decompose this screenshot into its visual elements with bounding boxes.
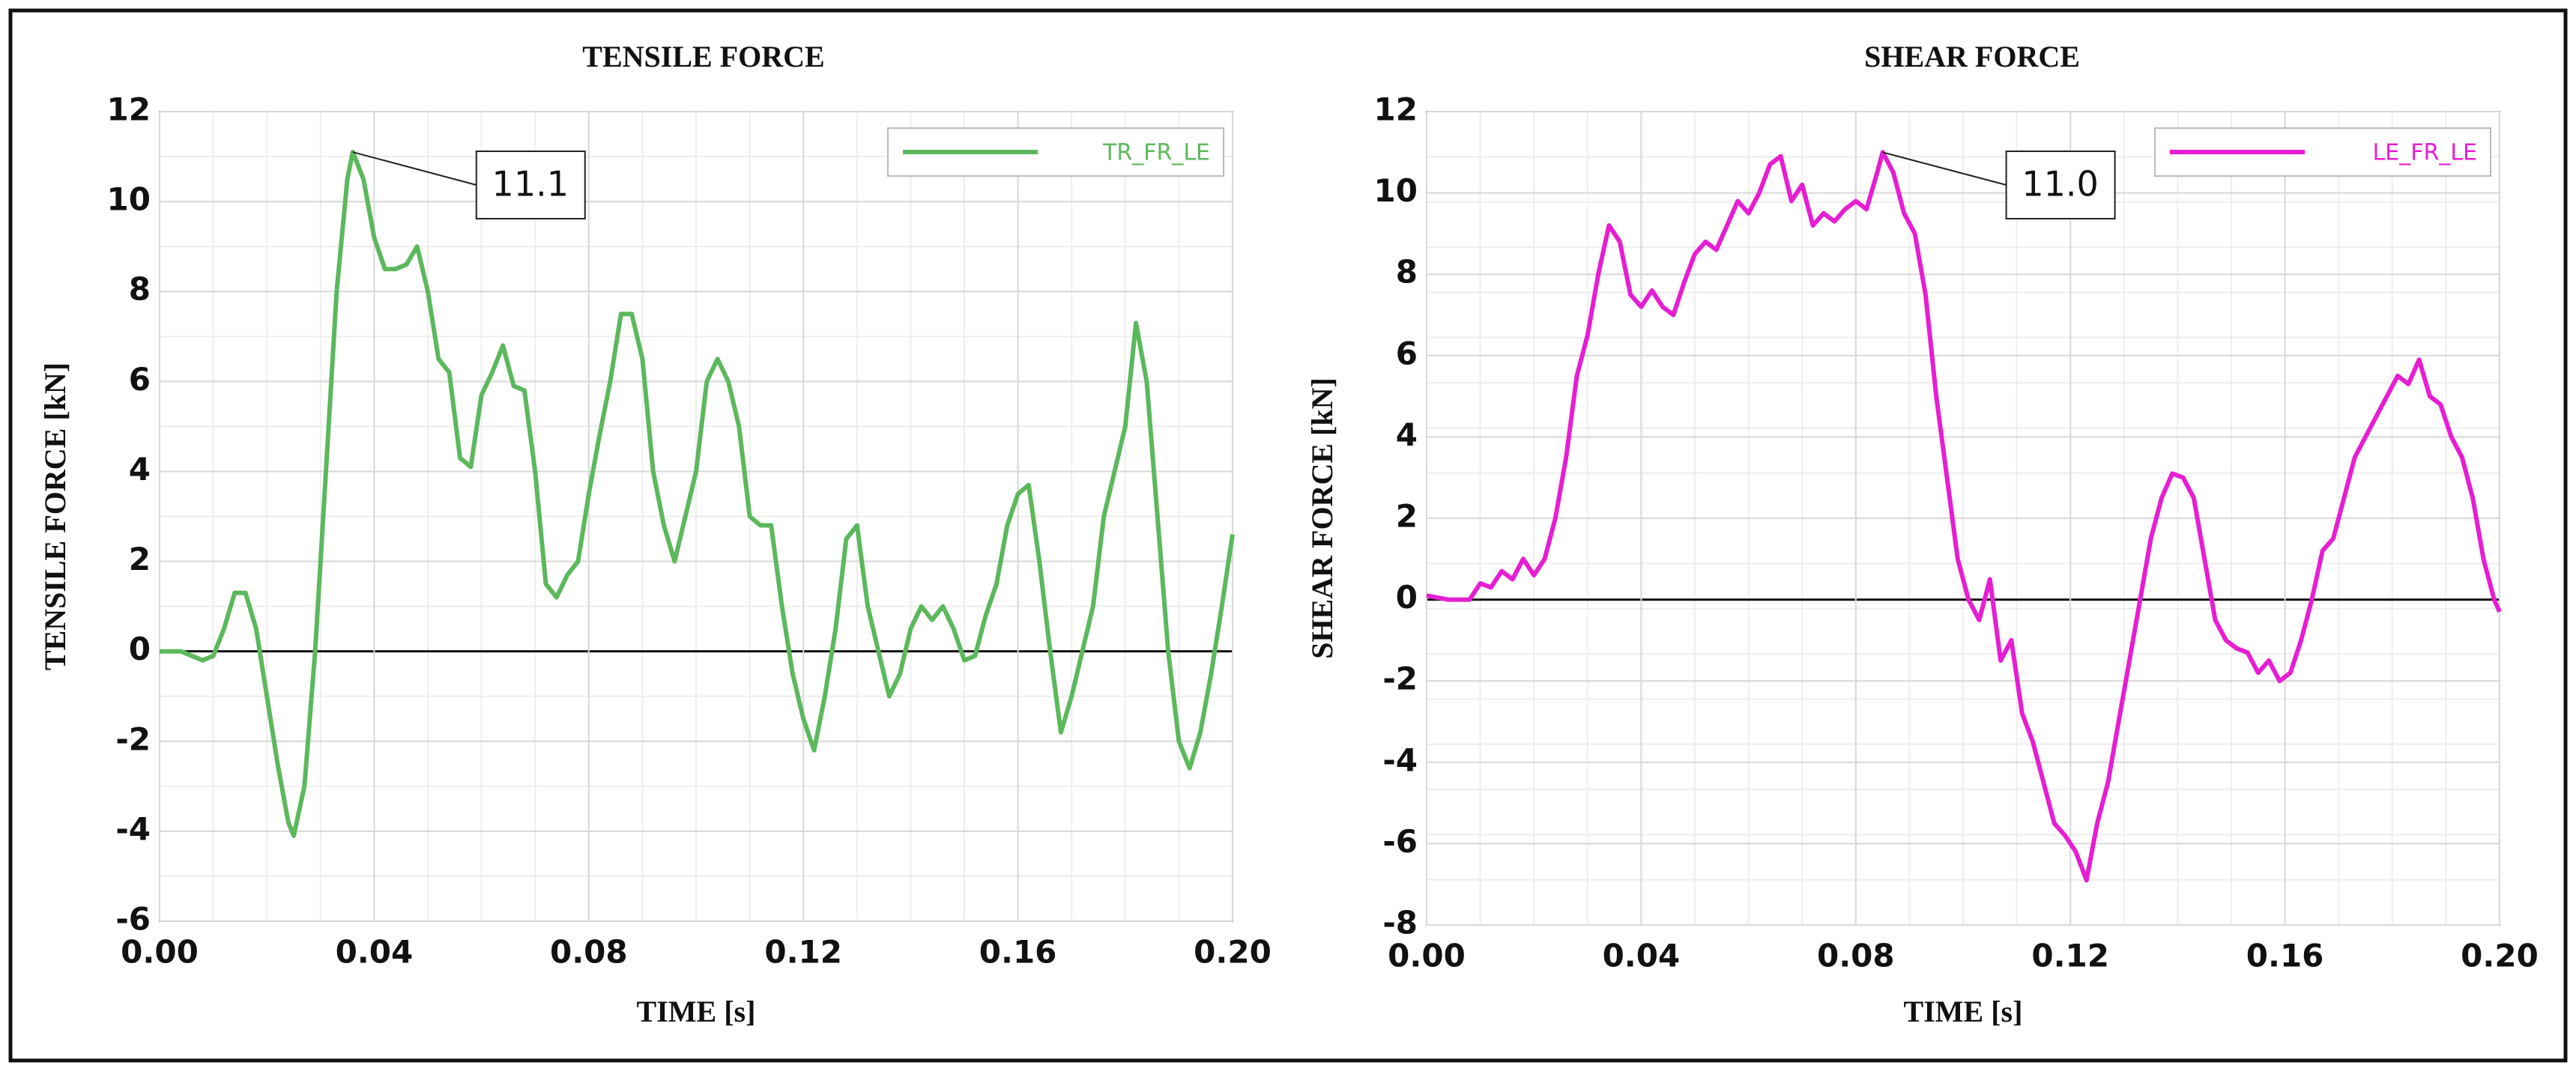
y-tick-label: 4	[1396, 416, 1418, 453]
chart-title: TENSILE FORCE	[582, 40, 824, 73]
y-tick-label: 6	[129, 361, 151, 398]
legend-label: TR_FR_LE	[1102, 140, 1210, 166]
x-tick-label: 0.12	[2031, 938, 2109, 974]
annotation-box	[475, 151, 586, 219]
y-axis-label: TENSILE FORCE [kN]	[38, 362, 72, 670]
annotation-leader	[352, 151, 477, 186]
y-tick-label: 0	[1396, 579, 1418, 616]
y-tick-label: 10	[107, 181, 151, 218]
annotation-label: 11.0	[2022, 164, 2098, 204]
x-tick-label: 0.00	[121, 934, 199, 971]
x-tick-label: 0.08	[1817, 938, 1895, 974]
annotation-box	[2005, 151, 2116, 219]
x-axis-label: TIME [s]	[1904, 995, 2023, 1028]
legend-label: LE_FR_LE	[2373, 140, 2477, 166]
y-tick-label: -4	[1382, 741, 1418, 778]
x-tick-label: 0.20	[1194, 934, 1272, 971]
y-tick-label: 6	[1396, 335, 1418, 371]
series-line	[160, 150, 1235, 838]
x-tick-label: 0.20	[2461, 938, 2539, 974]
y-tick-label: -6	[1382, 823, 1418, 860]
annotation-label: 11.1	[492, 164, 569, 204]
x-tick-label: 0.16	[2246, 938, 2324, 974]
y-tick-label: -2	[1382, 661, 1418, 697]
y-tick-label: 12	[107, 91, 151, 128]
y-tick-label: 8	[1396, 254, 1418, 291]
y-tick-label: -4	[115, 810, 151, 847]
y-tick-label: -2	[115, 720, 151, 757]
y-tick-label: 4	[129, 451, 151, 488]
y-tick-label: 2	[1396, 498, 1418, 535]
y-axis-label: SHEAR FORCE [kN]	[1305, 377, 1339, 659]
x-tick-label: 0.04	[1603, 938, 1681, 974]
y-tick-label: -8	[1382, 905, 1418, 941]
x-tick-label: 0.08	[550, 934, 628, 971]
annotation-leader	[1882, 151, 2007, 186]
legend-box	[887, 127, 1224, 177]
x-tick-label: 0.12	[764, 934, 842, 971]
x-axis-label: TIME [s]	[637, 995, 756, 1028]
y-tick-label: -6	[115, 901, 151, 938]
y-tick-label: 8	[129, 271, 151, 308]
x-tick-label: 0.00	[1388, 938, 1466, 974]
y-tick-label: 10	[1374, 172, 1418, 209]
x-tick-label: 0.16	[979, 934, 1057, 971]
y-tick-label: 0	[129, 631, 151, 667]
chart-title: SHEAR FORCE	[1864, 40, 2080, 73]
x-tick-label: 0.04	[336, 934, 414, 971]
y-tick-label: 12	[1374, 91, 1418, 128]
series-line	[1426, 150, 2502, 883]
y-tick-label: 2	[129, 541, 151, 577]
